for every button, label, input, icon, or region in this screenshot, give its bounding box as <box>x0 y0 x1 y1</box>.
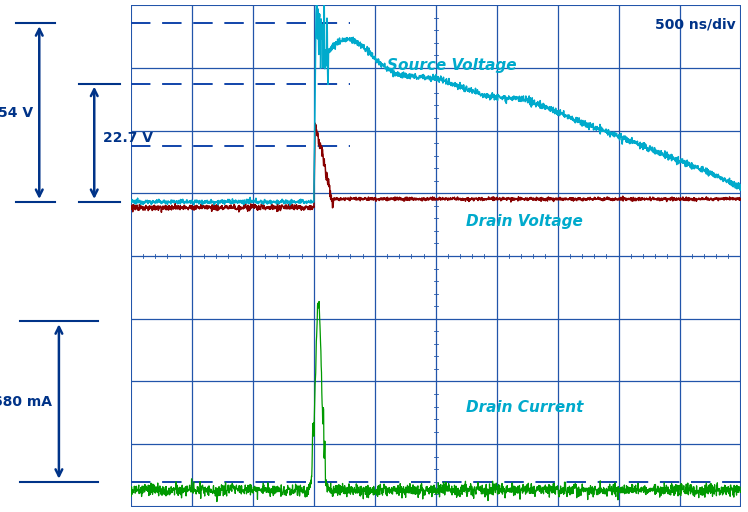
Text: 500 ns/div: 500 ns/div <box>655 17 735 32</box>
Text: 680 mA: 680 mA <box>0 395 52 409</box>
Text: 22.7 V: 22.7 V <box>103 131 153 145</box>
Text: Source Voltage: Source Voltage <box>387 58 517 73</box>
Text: 54 V: 54 V <box>0 105 33 120</box>
Text: Drain Voltage: Drain Voltage <box>466 214 583 229</box>
Text: Drain Current: Drain Current <box>466 399 583 415</box>
